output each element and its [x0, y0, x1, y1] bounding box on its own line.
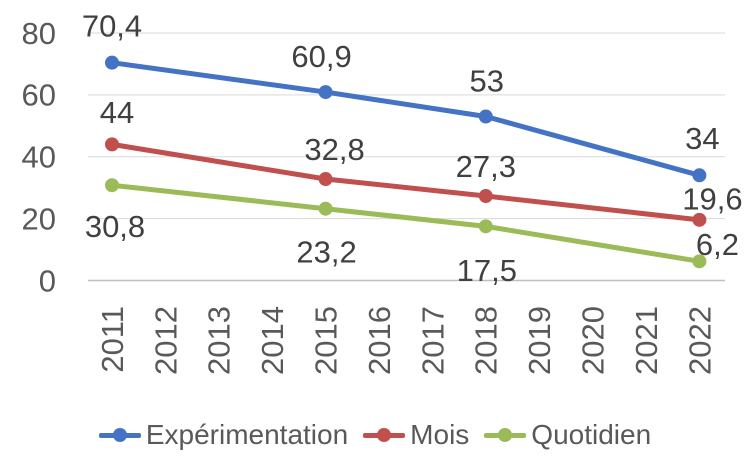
data-point-marker: [692, 168, 707, 183]
data-point-marker: [105, 178, 119, 193]
data-label: 53: [470, 63, 504, 98]
x-axis-tick-label: 2015: [308, 306, 343, 375]
legend-dot-icon: [498, 428, 513, 442]
legend-dot-icon: [377, 428, 392, 442]
y-axis-tick-label: 0: [39, 263, 56, 298]
data-point-marker: [692, 212, 707, 227]
data-point-marker: [105, 55, 119, 70]
x-axis-tick-label: 2014: [255, 306, 290, 375]
series-line-2: [109, 182, 702, 264]
x-axis-tick-label: 2021: [629, 306, 664, 375]
data-point-marker: [318, 85, 333, 100]
legend-label-mois: Mois: [410, 419, 470, 450]
y-axis-tick-label: 40: [22, 140, 56, 175]
x-axis-tick-label: 2019: [522, 306, 557, 375]
x-axis-tick-label: 2013: [202, 306, 237, 375]
data-point-marker: [478, 109, 493, 124]
x-axis-tick-label: 2016: [362, 306, 397, 375]
x-axis-tick-label: 2022: [682, 306, 717, 375]
line-chart-plot: 70,4 60,9 53 34 44 32,8 27,3 19,6 30,8 23,2 17,5 6,…: [22, 9, 743, 375]
data-point-marker: [318, 201, 333, 216]
data-point-marker: [478, 219, 493, 234]
data-label: 17,5: [457, 253, 517, 288]
x-axis-tick-label: 2012: [148, 306, 183, 375]
data-point-marker: [105, 137, 119, 152]
data-label: 32,8: [304, 132, 364, 167]
legend-line-marker-icon: [363, 428, 406, 442]
series-line-1: [109, 141, 702, 223]
x-axis-tick-label: 2020: [575, 306, 610, 375]
data-label: 23,2: [296, 235, 356, 270]
legend-label-quotidien: Quotidien: [531, 419, 652, 450]
data-label: 6,2: [696, 227, 739, 262]
data-label: 19,6: [682, 182, 742, 217]
legend-item-experimentation: Expérimentation: [98, 419, 349, 450]
x-axis-tick-label: 2017: [415, 306, 450, 375]
y-axis-tick-label: 20: [22, 201, 56, 236]
data-label: 44: [100, 95, 134, 130]
legend-dot-icon: [112, 428, 127, 442]
legend-item-quotidien: Quotidien: [484, 421, 651, 449]
data-point-marker: [478, 189, 493, 204]
data-point-marker: [692, 254, 707, 269]
data-label: 60,9: [291, 39, 351, 74]
x-axis-tick-label: 2011: [95, 306, 130, 373]
data-label: 34: [685, 121, 719, 156]
chart-legend: Expérimentation Mois Quotidien: [0, 405, 750, 465]
y-axis-tick-label: 80: [22, 16, 56, 51]
data-label: 70,4: [82, 9, 142, 44]
legend-label-experimentation: Expérimentation: [145, 419, 349, 450]
series-line-0: [109, 60, 702, 178]
data-label: 30,8: [85, 209, 145, 244]
data-point-marker: [318, 172, 333, 187]
data-label: 27,3: [456, 149, 516, 184]
legend-line-marker-icon: [484, 428, 527, 442]
legend-item-mois: Mois: [363, 421, 469, 449]
y-axis-tick-label: 60: [22, 78, 56, 113]
x-axis-tick-label: 2018: [469, 306, 504, 375]
legend-line-marker-icon: [98, 428, 141, 442]
